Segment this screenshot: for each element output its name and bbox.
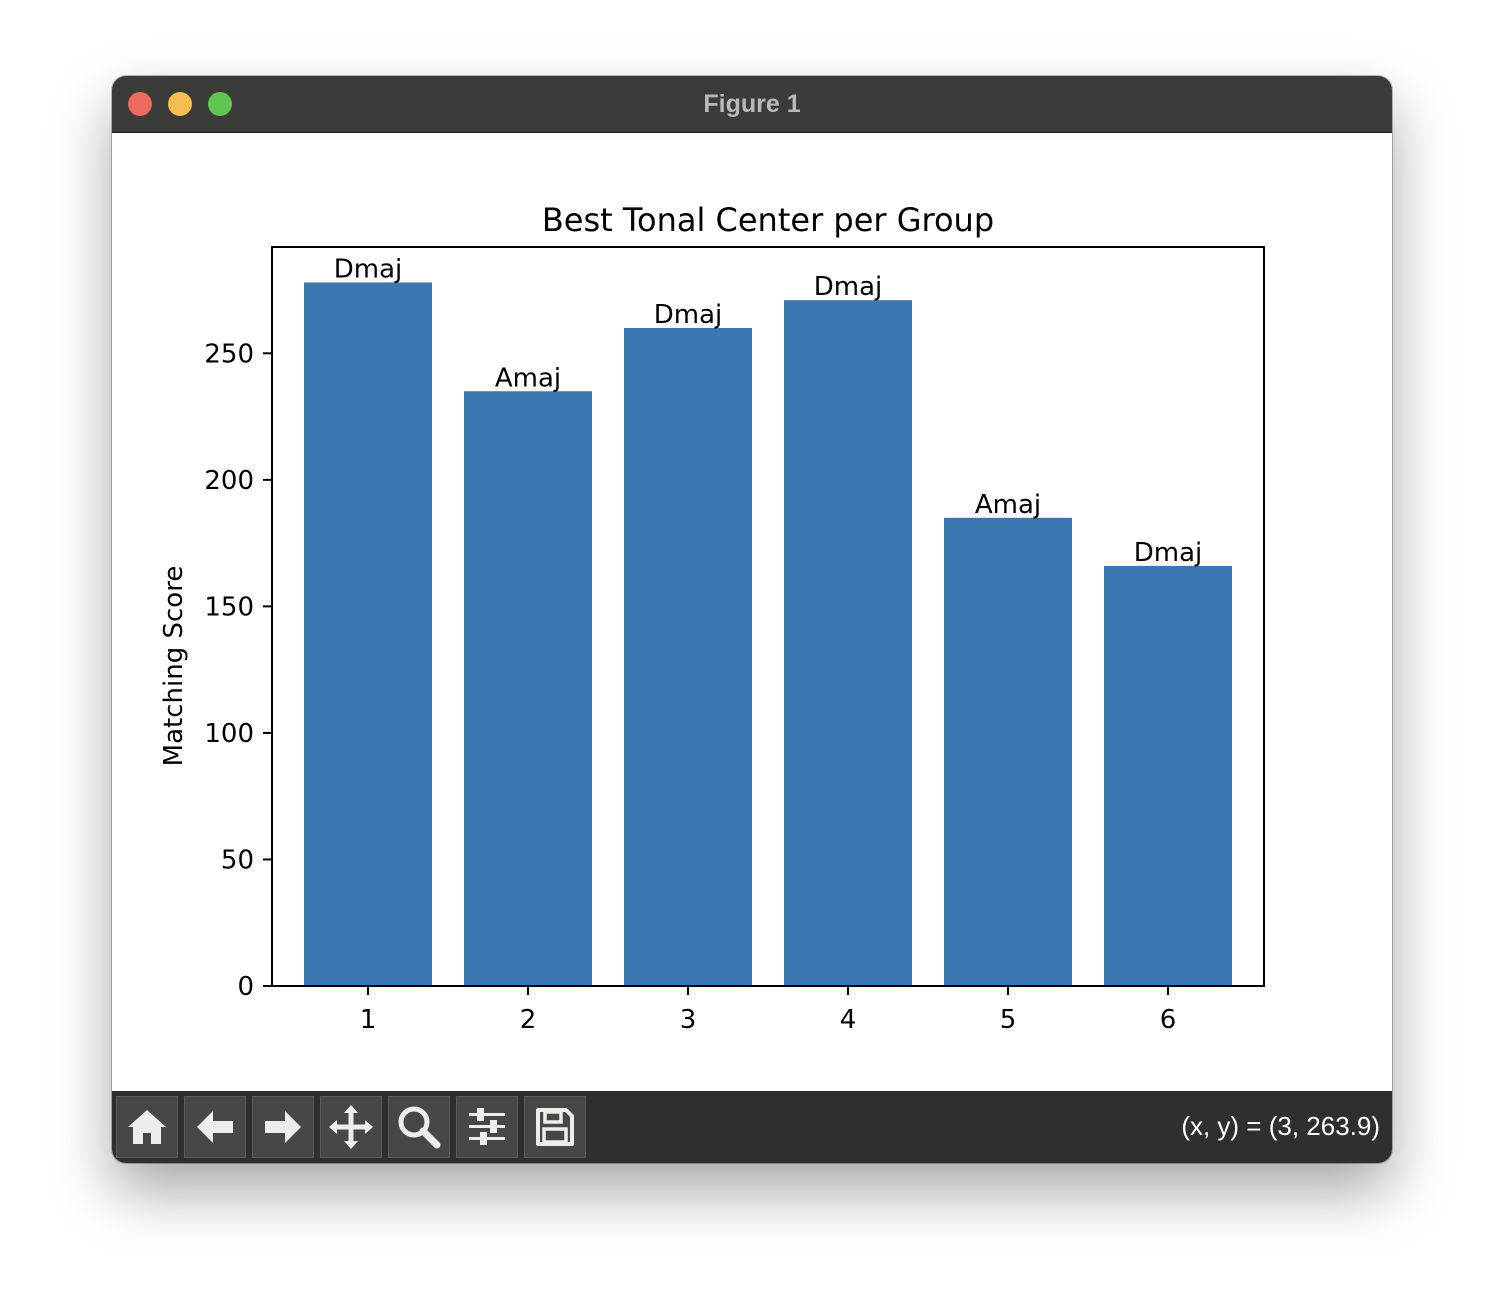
bar-label-2: Amaj bbox=[495, 363, 561, 393]
bar-label-4: Dmaj bbox=[814, 272, 883, 302]
floppy-disk-icon bbox=[536, 1108, 574, 1146]
axes-group: 1 2 3 4 5 6 0 50 100 150 200 250 bbox=[204, 339, 1176, 1035]
y-axis-label: Matching Score bbox=[159, 566, 189, 767]
sliders-icon bbox=[469, 1108, 505, 1145]
navigation-toolbar: (x, y) = (3, 263.9) bbox=[112, 1091, 1392, 1163]
save-button[interactable] bbox=[524, 1096, 586, 1158]
y-tick-label-150: 150 bbox=[204, 592, 254, 622]
window-title: Figure 1 bbox=[703, 90, 801, 118]
bar-3 bbox=[624, 327, 752, 986]
figure-canvas[interactable]: Best Tonal Center per Group Matching Sco… bbox=[112, 133, 1392, 1091]
y-tick-label-200: 200 bbox=[204, 466, 254, 496]
bar-1 bbox=[304, 282, 432, 986]
bar-label-1: Dmaj bbox=[334, 254, 403, 284]
chart-title: Best Tonal Center per Group bbox=[542, 201, 994, 239]
x-tick-label-4: 4 bbox=[840, 1005, 857, 1035]
pan-button[interactable] bbox=[320, 1096, 382, 1158]
bar-2 bbox=[464, 391, 592, 986]
home-button[interactable] bbox=[116, 1096, 178, 1158]
y-tick-label-100: 100 bbox=[204, 719, 254, 749]
x-tick-label-5: 5 bbox=[1000, 1005, 1017, 1035]
y-tick-label-0: 0 bbox=[237, 972, 254, 1002]
bar-6 bbox=[1104, 565, 1232, 986]
x-tick-label-3: 3 bbox=[680, 1005, 697, 1035]
x-tick-label-6: 6 bbox=[1160, 1005, 1177, 1035]
title-bar[interactable]: Figure 1 bbox=[112, 76, 1392, 133]
arrow-right-icon bbox=[265, 1111, 301, 1143]
close-window-button[interactable] bbox=[128, 92, 152, 116]
bar-4 bbox=[784, 300, 912, 986]
bar-chart: Best Tonal Center per Group Matching Sco… bbox=[159, 201, 1265, 1035]
back-button[interactable] bbox=[184, 1096, 246, 1158]
bars-group: Dmaj Amaj Dmaj Dmaj Amaj Dmaj bbox=[304, 254, 1232, 986]
y-tick-label-250: 250 bbox=[204, 339, 254, 369]
plot-frame bbox=[271, 246, 1265, 987]
x-tick-label-2: 2 bbox=[520, 1005, 537, 1035]
bar-5 bbox=[944, 517, 1072, 986]
maximize-window-button[interactable] bbox=[208, 92, 232, 116]
figure-window: Figure 1 Best Tonal Center per Group Mat… bbox=[112, 76, 1392, 1163]
x-tick-label-1: 1 bbox=[360, 1005, 377, 1035]
y-tick-label-50: 50 bbox=[221, 845, 254, 875]
home-icon bbox=[128, 1110, 166, 1144]
forward-button[interactable] bbox=[252, 1096, 314, 1158]
arrow-left-icon bbox=[197, 1111, 233, 1143]
minimize-window-button[interactable] bbox=[168, 92, 192, 116]
bar-label-5: Amaj bbox=[975, 490, 1041, 520]
cursor-coordinates: (x, y) = (3, 263.9) bbox=[1181, 1111, 1380, 1141]
bar-label-3: Dmaj bbox=[654, 300, 723, 330]
configure-subplots-button[interactable] bbox=[456, 1096, 518, 1158]
bar-label-6: Dmaj bbox=[1134, 538, 1203, 568]
move-icon bbox=[329, 1105, 373, 1149]
magnifier-icon bbox=[398, 1106, 441, 1149]
zoom-button[interactable] bbox=[388, 1096, 450, 1158]
